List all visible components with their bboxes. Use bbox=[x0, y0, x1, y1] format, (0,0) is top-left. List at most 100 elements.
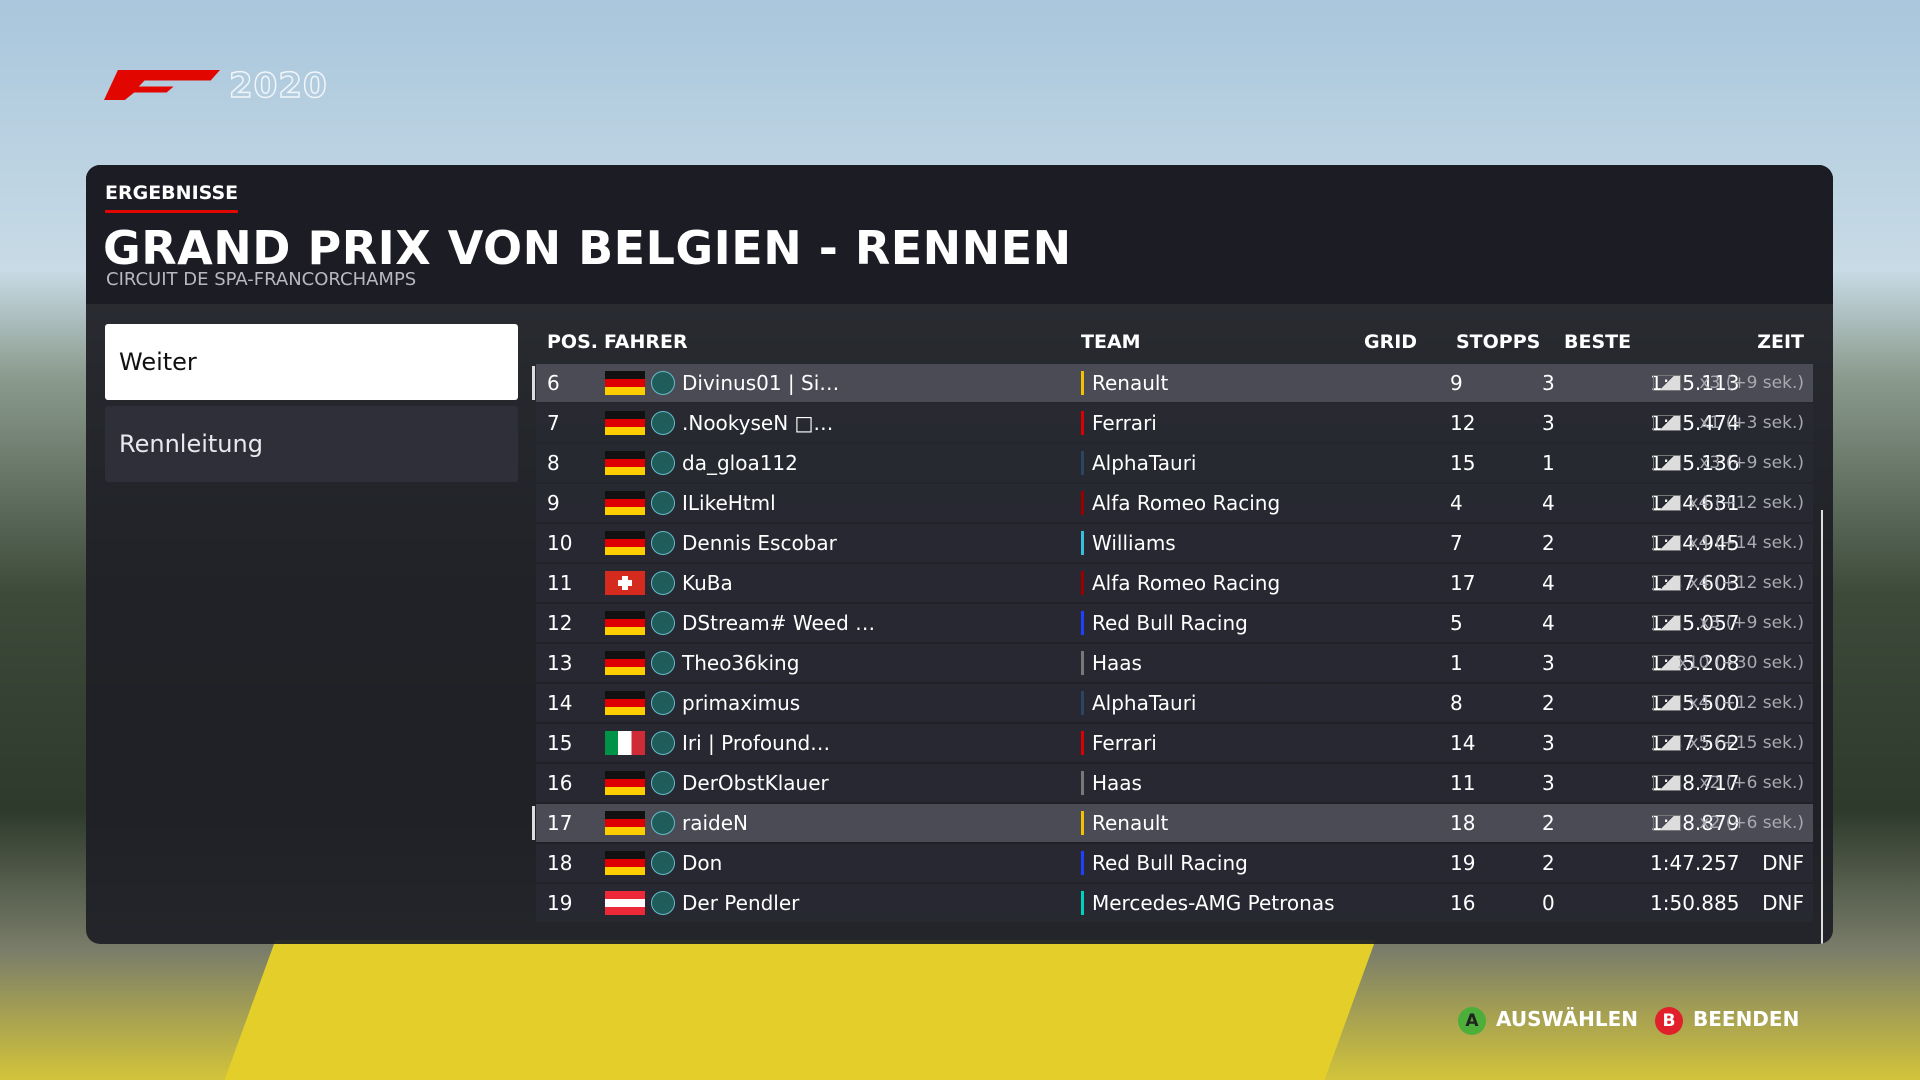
team-color bbox=[1081, 571, 1084, 595]
pit-stops: 0 bbox=[1542, 891, 1555, 915]
result-row[interactable]: 14 primaximus AlphaTauri 8 2 1:45.500 x4 (+12 … bbox=[536, 684, 1813, 722]
result-row[interactable]: 12 DStream# Weed … Red Bull Racing 5 4 1:45.0… bbox=[536, 604, 1813, 642]
team-name: Ferrari bbox=[1092, 731, 1157, 755]
time: x10 (+30 sek.) bbox=[1677, 653, 1804, 673]
avatar bbox=[651, 651, 675, 675]
avatar bbox=[651, 411, 675, 435]
driver-name: Iri | Profound… bbox=[682, 731, 831, 755]
flag bbox=[605, 611, 645, 635]
team-color bbox=[1081, 691, 1084, 715]
result-row[interactable]: 6 Divinus01 | Si… Renault 9 3 1:45.113 x3 (+9 … bbox=[532, 364, 1813, 402]
driver-name: Don bbox=[682, 851, 723, 875]
position: 8 bbox=[547, 451, 560, 475]
position: 14 bbox=[547, 691, 573, 715]
result-row[interactable]: 7 .NookyseN □… Ferrari 12 3 1:45.474 x1 (+3 se… bbox=[536, 404, 1813, 442]
avatar bbox=[651, 531, 675, 555]
button-label: AUSWÄHLEN bbox=[1496, 1007, 1639, 1031]
best-lap-icon bbox=[1653, 455, 1681, 471]
team-name: Mercedes-AMG Petronas bbox=[1092, 891, 1335, 915]
grid-position: 8 bbox=[1450, 691, 1463, 715]
logo-year: 2020 bbox=[228, 65, 328, 107]
team-color bbox=[1081, 771, 1084, 795]
driver-name: da_gloa112 bbox=[682, 451, 798, 475]
footer-button[interactable]: A AUSWÄHLEN bbox=[1458, 1004, 1639, 1035]
result-row[interactable]: 18 Don Red Bull Racing 19 2 1:47.257 DNF bbox=[536, 844, 1813, 882]
best-lap: 1:50.885 bbox=[1650, 891, 1740, 915]
team-color bbox=[1081, 411, 1084, 435]
flag bbox=[605, 491, 645, 515]
result-row[interactable]: 19 Der Pendler Mercedes-AMG Petronas 16 0 1:5… bbox=[536, 884, 1813, 922]
result-row[interactable]: 11 KuBa Alfa Romeo Racing 17 4 1:47.603 x4 (+1… bbox=[536, 564, 1813, 602]
time: x4 (+12 sek.) bbox=[1688, 693, 1804, 713]
best-lap-icon bbox=[1653, 695, 1681, 711]
best-lap-icon bbox=[1653, 375, 1681, 391]
time: DNF bbox=[1762, 891, 1804, 915]
result-row[interactable]: 8 da_gloa112 AlphaTauri 15 1 1:45.136 x3 (+9 s… bbox=[536, 444, 1813, 482]
best-lap-icon bbox=[1653, 495, 1681, 511]
time: x2 (+6 sek.) bbox=[1699, 773, 1804, 793]
result-row[interactable]: 9 ILikeHtml Alfa Romeo Racing 4 4 1:44.631 x4 … bbox=[536, 484, 1813, 522]
menu-item[interactable]: Weiter bbox=[105, 324, 518, 400]
result-row[interactable]: 10 Dennis Escobar Williams 7 2 1:44.945 x4 (+1… bbox=[536, 524, 1813, 562]
driver-name: Dennis Escobar bbox=[682, 531, 837, 555]
driver-name: DStream# Weed … bbox=[682, 611, 876, 635]
position: 12 bbox=[547, 611, 573, 635]
grid-position: 4 bbox=[1450, 491, 1463, 515]
driver-name: .NookyseN □… bbox=[682, 411, 834, 435]
driver-name: Divinus01 | Si… bbox=[682, 371, 840, 395]
flag bbox=[605, 851, 645, 875]
best-lap-icon bbox=[1653, 655, 1681, 671]
result-row[interactable]: 13 Theo36king Haas 1 3 1:45.208 x10 (+30 sek.) bbox=[536, 644, 1813, 682]
result-row[interactable]: 17 raideN Renault 18 2 1:48.879 x2 (+6 sek.) bbox=[532, 804, 1813, 842]
pit-stops: 2 bbox=[1542, 811, 1555, 835]
grid-position: 7 bbox=[1450, 531, 1463, 555]
time: x3 (+9 sek.) bbox=[1699, 453, 1804, 473]
driver-name: raideN bbox=[682, 811, 748, 835]
team-name: Haas bbox=[1092, 651, 1142, 675]
button-label: BEENDEN bbox=[1693, 1007, 1800, 1031]
time: x5 (+15 sek.) bbox=[1688, 733, 1804, 753]
driver-name: Theo36king bbox=[682, 651, 800, 675]
flag bbox=[605, 891, 645, 915]
team-color bbox=[1081, 491, 1084, 515]
time: x4 (+14 sek.) bbox=[1688, 533, 1804, 553]
flag bbox=[605, 691, 645, 715]
track-background bbox=[224, 940, 1376, 1080]
results-panel: ERGEBNISSE GRAND PRIX VON BELGIEN - RENN… bbox=[86, 165, 1833, 944]
row-highlight bbox=[532, 366, 535, 400]
team-name: Renault bbox=[1092, 811, 1169, 835]
column-header: FAHRER bbox=[604, 331, 688, 353]
column-header: TEAM bbox=[1081, 331, 1141, 353]
position: 10 bbox=[547, 531, 573, 555]
pit-stops: 2 bbox=[1542, 531, 1555, 555]
pit-stops: 4 bbox=[1542, 611, 1555, 635]
team-color bbox=[1081, 531, 1084, 555]
result-row[interactable]: 16 DerObstKlauer Haas 11 3 1:48.717 x2 (+6 sek… bbox=[536, 764, 1813, 802]
avatar bbox=[651, 771, 675, 795]
result-row[interactable]: 15 Iri | Profound… Ferrari 14 3 1:47.562 x5 (+… bbox=[536, 724, 1813, 762]
flag bbox=[605, 771, 645, 795]
best-lap: 1:47.257 bbox=[1650, 851, 1740, 875]
pit-stops: 3 bbox=[1542, 771, 1555, 795]
position: 15 bbox=[547, 731, 573, 755]
team-color bbox=[1081, 851, 1084, 875]
pit-stops: 2 bbox=[1542, 691, 1555, 715]
column-header: POS. bbox=[547, 331, 598, 353]
footer-button[interactable]: B BEENDEN bbox=[1655, 1004, 1800, 1035]
driver-name: Der Pendler bbox=[682, 891, 800, 915]
menu-item[interactable]: Rennleitung bbox=[105, 406, 518, 482]
flag bbox=[605, 811, 645, 835]
column-header: ZEIT bbox=[1757, 331, 1804, 353]
time: x3 (+9 sek.) bbox=[1699, 373, 1804, 393]
driver-name: KuBa bbox=[682, 571, 733, 595]
avatar bbox=[651, 731, 675, 755]
avatar bbox=[651, 811, 675, 835]
best-lap-icon bbox=[1653, 575, 1681, 591]
pit-stops: 2 bbox=[1542, 851, 1555, 875]
driver-name: ILikeHtml bbox=[682, 491, 776, 515]
team-name: AlphaTauri bbox=[1092, 451, 1197, 475]
team-name: Ferrari bbox=[1092, 411, 1157, 435]
position: 11 bbox=[547, 571, 573, 595]
avatar bbox=[651, 851, 675, 875]
